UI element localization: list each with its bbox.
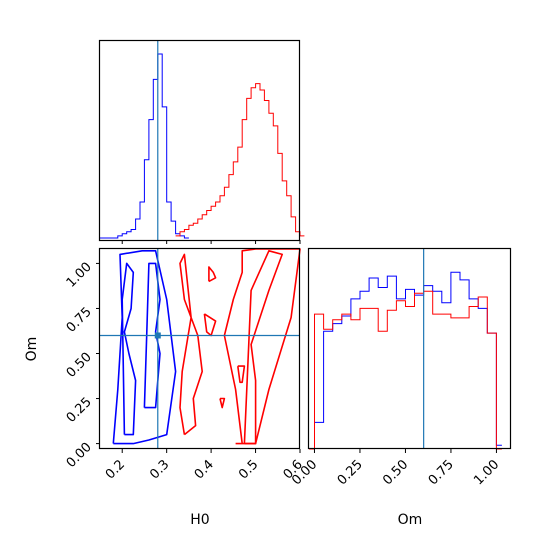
contour-red-3 bbox=[208, 266, 217, 283]
hist-om-red bbox=[309, 290, 502, 450]
contour-red-1 bbox=[223, 248, 301, 445]
hist-h0-blue bbox=[100, 53, 189, 239]
h0-hist-frame bbox=[98, 39, 301, 242]
h0-om-contour-frame bbox=[98, 247, 301, 450]
contour-blue-0 bbox=[121, 262, 137, 436]
panel-frames bbox=[98, 39, 512, 450]
chart-marks bbox=[100, 40, 502, 450]
contour-red-5 bbox=[237, 365, 246, 384]
hist-om-blue bbox=[309, 271, 502, 450]
x-axis-label-om: Om bbox=[398, 512, 423, 528]
contour-red-0 bbox=[243, 250, 284, 445]
y-axis-label-om: Om bbox=[24, 337, 40, 362]
hist-h0-red bbox=[175, 83, 305, 237]
truth-point bbox=[154, 332, 161, 339]
contour-blue-2 bbox=[112, 250, 177, 445]
om-hist-frame bbox=[307, 247, 512, 450]
contour-red-2 bbox=[179, 253, 203, 436]
contour-red-6 bbox=[219, 397, 226, 409]
x-axis-label-h0: H0 bbox=[190, 512, 209, 528]
contour-blue-1 bbox=[143, 262, 161, 409]
